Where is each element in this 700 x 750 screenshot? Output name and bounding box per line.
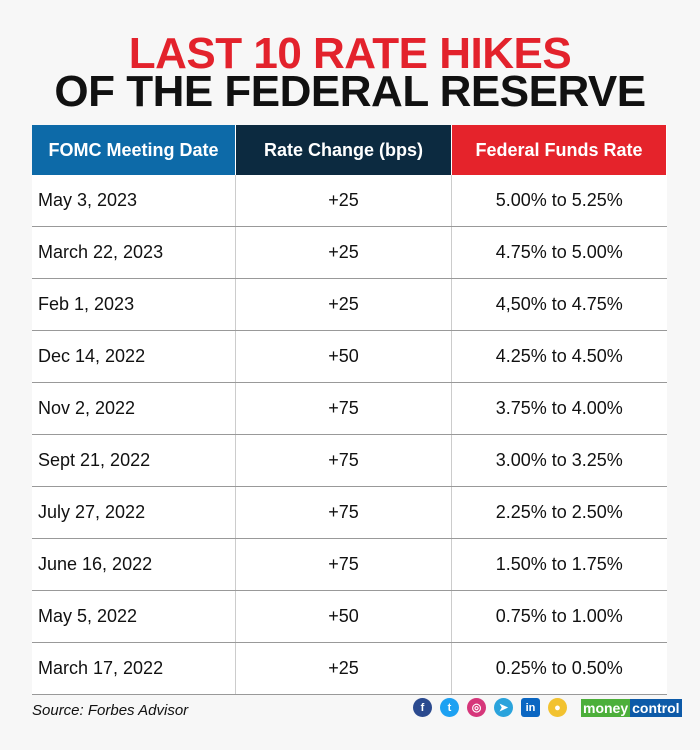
table-row: June 16, 2022 +75 1.50% to 1.75%	[32, 538, 667, 591]
table-row: July 27, 2022 +75 2.25% to 2.50%	[32, 486, 667, 539]
funds-rate-cell: 0.25% to 0.50%	[451, 642, 667, 695]
rate-change-cell: +25	[235, 175, 452, 227]
linkedin-icon[interactable]: in	[521, 698, 540, 717]
rate-change-cell: +75	[235, 538, 452, 591]
rate-change-cell: +50	[235, 590, 452, 643]
date-cell: July 27, 2022	[32, 486, 236, 539]
date-cell: Nov 2, 2022	[32, 382, 236, 435]
twitter-icon[interactable]: t	[440, 698, 459, 717]
table-row: Nov 2, 2022 +75 3.75% to 4.00%	[32, 382, 667, 435]
header-date: FOMC Meeting Date	[32, 125, 236, 175]
date-cell: May 3, 2023	[32, 175, 236, 227]
rate-hikes-table: FOMC Meeting Date Rate Change (bps) Fede…	[32, 125, 667, 695]
table-row: March 17, 2022 +25 0.25% to 0.50%	[32, 642, 667, 695]
header-rate-change: Rate Change (bps)	[235, 125, 452, 175]
date-cell: Sept 21, 2022	[32, 434, 236, 487]
header-fed-funds-rate: Federal Funds Rate	[451, 125, 667, 175]
funds-rate-cell: 3.75% to 4.00%	[451, 382, 667, 435]
funds-rate-cell: 3.00% to 3.25%	[451, 434, 667, 487]
funds-rate-cell: 2.25% to 2.50%	[451, 486, 667, 539]
date-cell: March 22, 2023	[32, 226, 236, 279]
date-cell: Feb 1, 2023	[32, 278, 236, 331]
date-cell: March 17, 2022	[32, 642, 236, 695]
date-cell: June 16, 2022	[32, 538, 236, 591]
funds-rate-cell: 1.50% to 1.75%	[451, 538, 667, 591]
telegram-icon[interactable]: ➤	[494, 698, 513, 717]
rate-change-cell: +75	[235, 382, 452, 435]
funds-rate-cell: 4.75% to 5.00%	[451, 226, 667, 279]
social-icons: f t ◎ ➤ in ● money control	[413, 698, 682, 717]
title-line-2: OF THE FEDERAL RESERVE	[54, 67, 646, 116]
rate-change-cell: +25	[235, 642, 452, 695]
date-cell: Dec 14, 2022	[32, 330, 236, 383]
table-row: Sept 21, 2022 +75 3.00% to 3.25%	[32, 434, 667, 487]
funds-rate-cell: 0.75% to 1.00%	[451, 590, 667, 643]
rate-change-cell: +50	[235, 330, 452, 383]
table-row: May 3, 2023 +25 5.00% to 5.25%	[32, 175, 667, 227]
instagram-icon[interactable]: ◎	[467, 698, 486, 717]
table-row: March 22, 2023 +25 4.75% to 5.00%	[32, 226, 667, 279]
rate-change-cell: +75	[235, 486, 452, 539]
logo-part-money: money	[581, 698, 631, 717]
rate-change-cell: +25	[235, 226, 452, 279]
rate-change-cell: +25	[235, 278, 452, 331]
logo-part-control: control	[630, 698, 682, 717]
date-cell: May 5, 2022	[32, 590, 236, 643]
koo-icon[interactable]: ●	[548, 698, 567, 717]
table-row: Feb 1, 2023 +25 4,50% to 4.75%	[32, 278, 667, 331]
facebook-icon[interactable]: f	[413, 698, 432, 717]
title-line-1: LAST 10 RATE HIKES	[128, 29, 572, 78]
funds-rate-cell: 5.00% to 5.25%	[451, 175, 667, 227]
source-note: Source: Forbes Advisor	[32, 702, 189, 719]
table-row: May 5, 2022 +50 0.75% to 1.00%	[32, 590, 667, 643]
table-row: Dec 14, 2022 +50 4.25% to 4.50%	[32, 330, 667, 383]
funds-rate-cell: 4.25% to 4.50%	[451, 330, 667, 383]
funds-rate-cell: 4,50% to 4.75%	[451, 278, 667, 331]
moneycontrol-logo: money control	[581, 698, 682, 717]
rate-change-cell: +75	[235, 434, 452, 487]
